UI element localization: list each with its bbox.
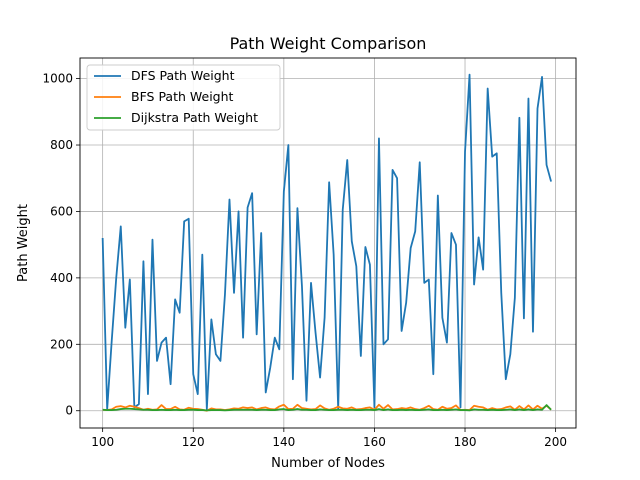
y-axis-label: Path Weight [16, 204, 31, 282]
plot-area-frame [79, 57, 577, 429]
y-tick-label: 200 [50, 337, 73, 351]
y-axis: 0 200 400 600 800 1000 [42, 72, 80, 418]
series-line-1 [101, 73, 552, 410]
series-line-3 [102, 404, 552, 412]
x-tick-label: 120 [182, 435, 205, 449]
legend-entry-2: BFS Path Weight [131, 89, 234, 104]
x-axis: 100 120 140 160 180 200 [91, 428, 567, 449]
legend: DFS Path Weight BFS Path Weight Dijkstra P… [86, 64, 281, 131]
y-tick-label: 400 [50, 271, 73, 285]
x-tick-label: 180 [454, 435, 477, 449]
legend-entry-3: Dijkstra Path Weight [131, 110, 258, 125]
x-tick-label: 100 [91, 435, 114, 449]
x-tick-label: 140 [272, 435, 295, 449]
y-tick-label: 0 [65, 404, 73, 418]
x-axis-label: Number of Nodes [271, 456, 385, 471]
x-tick-label: 160 [363, 435, 386, 449]
y-tick-label: 800 [50, 138, 73, 152]
chart-title: Path Weight Comparison [230, 34, 427, 53]
y-tick-label: 1000 [42, 72, 73, 86]
legend-box [86, 64, 281, 131]
x-tick-label: 200 [544, 435, 567, 449]
y-tick-label: 600 [50, 204, 73, 218]
legend-entry-1: DFS Path Weight [131, 68, 235, 83]
data-lines [101, 73, 552, 412]
